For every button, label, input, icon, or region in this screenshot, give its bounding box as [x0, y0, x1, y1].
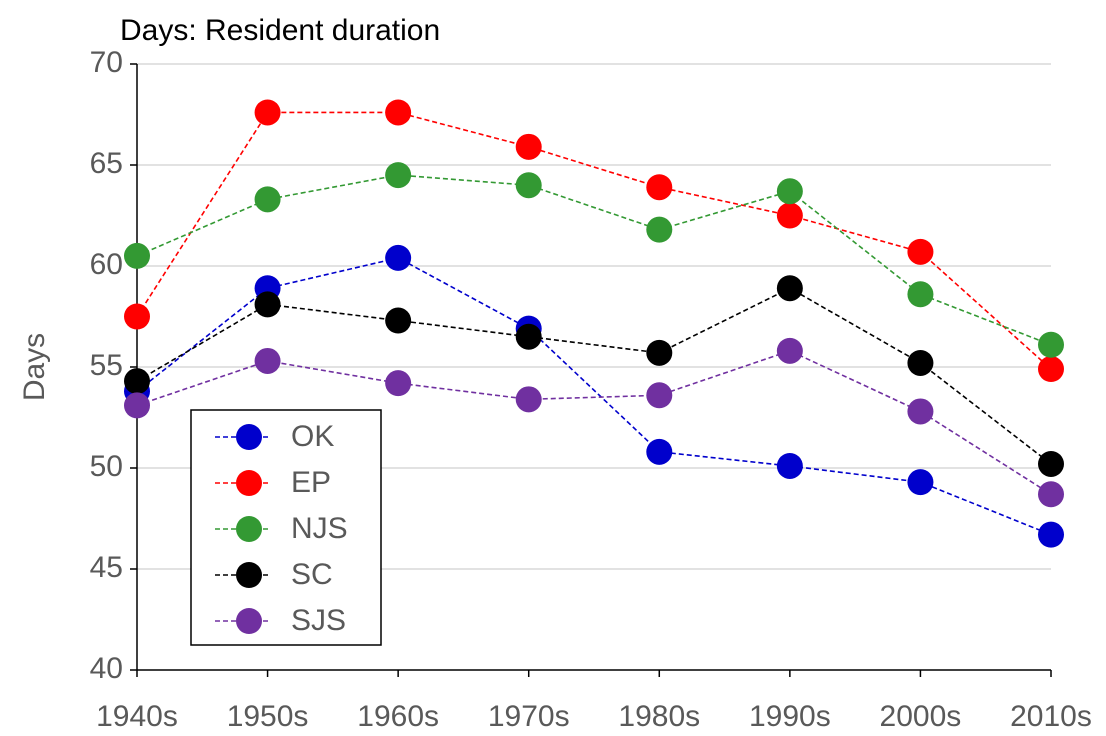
y-tick-label: 60	[90, 248, 123, 281]
legend-marker	[236, 470, 262, 496]
point	[646, 174, 673, 201]
point	[646, 216, 673, 243]
point	[385, 162, 412, 189]
point	[385, 99, 412, 126]
point	[1038, 450, 1064, 477]
x-tick-label: 1940s	[96, 700, 178, 733]
y-tick-label: 65	[90, 147, 123, 180]
point	[515, 172, 542, 199]
point	[646, 382, 673, 409]
legend-box	[190, 409, 382, 646]
point	[907, 281, 934, 308]
point	[907, 469, 934, 496]
point	[124, 242, 150, 269]
legend-label: OK	[291, 420, 334, 453]
point	[1038, 356, 1064, 383]
y-tick-label: 70	[90, 46, 123, 79]
x-tick-label: 1990s	[749, 700, 831, 733]
point	[385, 307, 412, 334]
series-line	[136, 257, 1052, 536]
x-tick-label: 1970s	[488, 700, 570, 733]
point	[515, 323, 542, 350]
point	[907, 398, 934, 425]
y-tick-label: 55	[90, 349, 123, 382]
point	[515, 133, 542, 160]
series-line	[136, 111, 1052, 370]
legend-label: EP	[291, 466, 331, 499]
point	[907, 238, 934, 265]
x-tick-label: 1980s	[618, 700, 700, 733]
point	[254, 99, 281, 126]
x-tick-label: 1960s	[357, 700, 439, 733]
legend-marker	[236, 424, 262, 450]
point	[254, 291, 281, 318]
legend-label: SC	[291, 558, 333, 591]
point	[776, 452, 803, 479]
point	[907, 349, 934, 376]
y-tick-label: 45	[90, 551, 123, 584]
point	[646, 339, 673, 366]
x-tick-label: 1950s	[227, 700, 309, 733]
point	[124, 368, 150, 395]
y-axis-label: Days	[18, 333, 51, 401]
legend: OK EP NJS SC SJS	[190, 409, 382, 646]
point	[776, 275, 803, 302]
legend-marker	[236, 516, 262, 542]
legend-marker	[236, 608, 262, 634]
series-line	[136, 174, 1052, 346]
legend-marker	[236, 562, 262, 588]
point	[776, 178, 803, 205]
point	[776, 202, 803, 229]
point	[515, 386, 542, 413]
y-tick-label: 40	[90, 652, 123, 685]
chart-title: Days: Resident duration	[120, 14, 440, 47]
point	[124, 303, 150, 330]
point	[254, 186, 281, 213]
point	[776, 337, 803, 364]
point	[124, 392, 150, 419]
legend-label: SJS	[291, 604, 346, 637]
point	[1038, 331, 1064, 358]
point	[385, 244, 412, 271]
point	[1038, 521, 1064, 548]
point	[385, 370, 412, 397]
x-tick-label: 2010s	[1010, 700, 1092, 733]
y-tick-label: 50	[90, 450, 123, 483]
legend-label: NJS	[291, 512, 348, 545]
point	[646, 438, 673, 465]
series-line	[136, 349, 1052, 495]
point	[1038, 481, 1064, 508]
x-tick-label: 2000s	[880, 700, 962, 733]
series-line	[136, 287, 1052, 465]
point	[254, 347, 281, 374]
